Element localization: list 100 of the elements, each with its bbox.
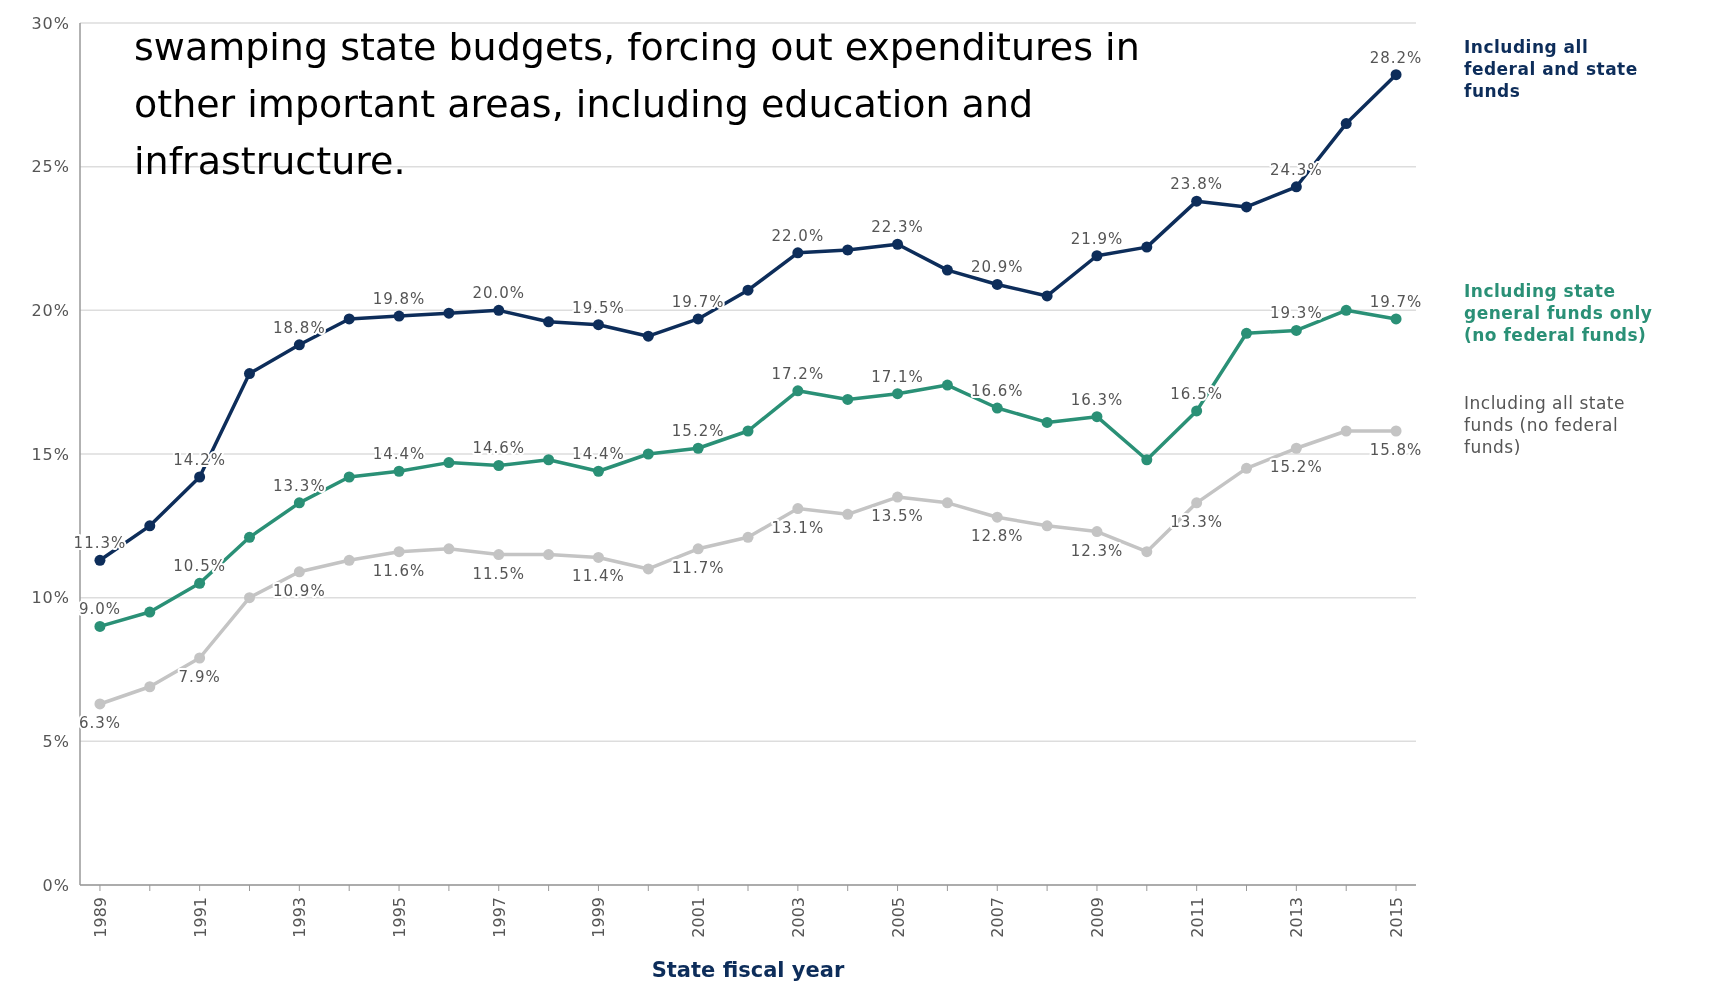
data-label: 16.3% bbox=[1070, 390, 1124, 409]
point bbox=[543, 454, 555, 466]
data-label: 18.8% bbox=[273, 318, 326, 337]
data-label: 23.8% bbox=[1170, 175, 1223, 194]
point bbox=[144, 520, 156, 532]
data-label: 22.3% bbox=[871, 218, 924, 237]
point bbox=[842, 508, 854, 520]
point bbox=[1091, 250, 1103, 262]
point bbox=[1340, 425, 1352, 437]
point bbox=[94, 698, 106, 710]
x-tick-label: 1993 bbox=[290, 897, 310, 938]
x-tick-label: 2013 bbox=[1287, 897, 1307, 938]
data-label: 19.8% bbox=[372, 290, 426, 309]
point bbox=[293, 566, 305, 578]
x-tick-label: 1991 bbox=[190, 897, 210, 938]
x-axis-title: State fiscal year bbox=[651, 958, 845, 982]
point bbox=[293, 339, 305, 351]
point bbox=[1041, 290, 1053, 302]
data-label: 7.9% bbox=[178, 668, 221, 687]
data-label: 19.3% bbox=[1270, 304, 1323, 323]
point bbox=[792, 503, 804, 515]
data-label: 12.8% bbox=[970, 527, 1024, 546]
data-label: 28.2% bbox=[1369, 48, 1423, 67]
y-tick-label: 25% bbox=[31, 157, 70, 177]
point bbox=[293, 497, 305, 509]
data-label: 19.7% bbox=[1369, 292, 1423, 311]
x-tick-label: 1995 bbox=[390, 897, 410, 938]
point bbox=[243, 368, 255, 380]
x-tick-label: 2007 bbox=[988, 897, 1008, 938]
data-label: 13.5% bbox=[871, 507, 924, 526]
point bbox=[343, 313, 355, 325]
x-tick-label: 2005 bbox=[888, 897, 908, 938]
point bbox=[443, 543, 455, 555]
point bbox=[1191, 497, 1203, 509]
point bbox=[892, 491, 904, 503]
point bbox=[1241, 201, 1253, 213]
point bbox=[94, 620, 106, 632]
point bbox=[792, 247, 804, 259]
point bbox=[742, 284, 754, 296]
point bbox=[642, 563, 654, 575]
point bbox=[1091, 411, 1103, 423]
point bbox=[1141, 241, 1153, 253]
data-label: 14.4% bbox=[572, 445, 625, 464]
point bbox=[842, 393, 854, 405]
data-label: 11.7% bbox=[671, 558, 725, 577]
x-tick-label: 2015 bbox=[1387, 897, 1407, 938]
x-tick-label: 1997 bbox=[489, 897, 509, 938]
y-tick-label: 20% bbox=[31, 300, 70, 320]
point bbox=[393, 546, 405, 558]
point bbox=[1041, 520, 1053, 532]
data-label: 20.9% bbox=[970, 258, 1024, 277]
x-tick-label: 2001 bbox=[689, 897, 709, 938]
point bbox=[941, 497, 953, 509]
point bbox=[343, 471, 355, 483]
x-tick-label: 1999 bbox=[589, 897, 609, 938]
point bbox=[443, 457, 455, 469]
point bbox=[194, 577, 206, 589]
point bbox=[892, 238, 904, 250]
point bbox=[991, 511, 1003, 523]
point bbox=[592, 465, 604, 477]
y-tick-label: 10% bbox=[31, 588, 70, 608]
x-tick-label: 2009 bbox=[1087, 897, 1107, 938]
point bbox=[1390, 69, 1402, 81]
data-label: 12.3% bbox=[1070, 541, 1124, 560]
annotation: swamping state budgets, forcing out expenditures in other important areas, including education and infrastructure. bbox=[134, 25, 1140, 183]
data-label: 6.3% bbox=[78, 713, 121, 732]
point bbox=[742, 425, 754, 437]
text: Including all state funds (no federal funds) bbox=[1464, 393, 1625, 458]
data-label: 17.2% bbox=[771, 364, 825, 383]
point bbox=[393, 465, 405, 477]
data-label: 13.1% bbox=[771, 518, 825, 537]
data-label: 21.9% bbox=[1070, 229, 1124, 248]
point bbox=[991, 402, 1003, 414]
data-label: 11.3% bbox=[73, 534, 127, 553]
point bbox=[991, 278, 1003, 290]
point bbox=[543, 549, 555, 561]
point bbox=[1390, 313, 1402, 325]
data-label: 15.2% bbox=[1270, 458, 1323, 477]
text: Including all federal and state funds bbox=[1464, 36, 1638, 101]
point bbox=[243, 531, 255, 543]
point bbox=[692, 442, 704, 454]
data-label: 11.5% bbox=[472, 564, 526, 583]
point bbox=[742, 531, 754, 543]
x-tick-label: 2003 bbox=[788, 897, 808, 938]
data-label: 13.3% bbox=[1170, 512, 1223, 531]
point bbox=[194, 652, 206, 664]
point bbox=[892, 388, 904, 400]
point bbox=[692, 543, 704, 555]
point bbox=[144, 606, 156, 618]
data-label: 16.6% bbox=[970, 382, 1024, 401]
point bbox=[393, 310, 405, 322]
point bbox=[1141, 546, 1153, 558]
y-tick-label: 30% bbox=[31, 13, 70, 33]
point bbox=[144, 681, 156, 693]
y-tick-label: 5% bbox=[42, 731, 70, 751]
point bbox=[1340, 118, 1352, 130]
point bbox=[1041, 416, 1053, 428]
point bbox=[1191, 405, 1203, 417]
data-label: 11.4% bbox=[572, 567, 625, 586]
text: Including state general funds only (no federal funds) bbox=[1464, 280, 1653, 345]
